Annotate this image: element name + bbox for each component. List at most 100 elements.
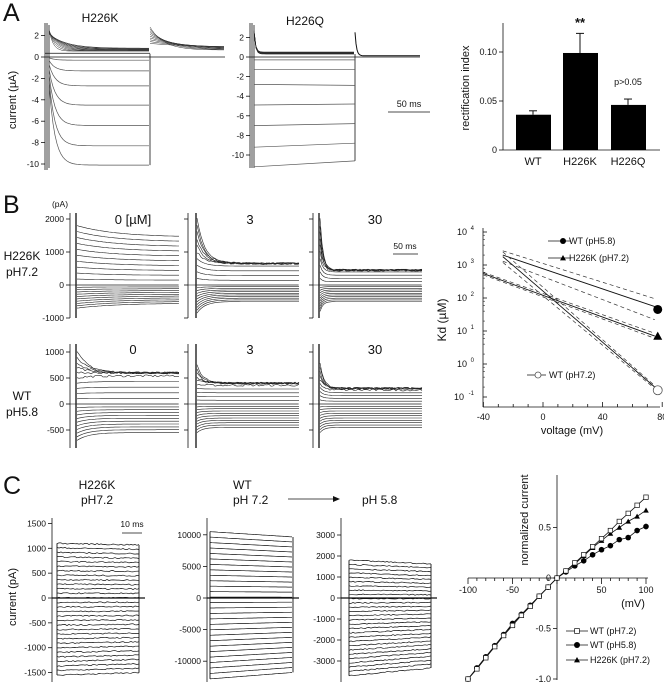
b-current-trace — [319, 371, 423, 390]
c-current-trace — [56, 632, 139, 635]
b-current-trace — [319, 422, 422, 428]
iv-y-tick-label: 0.5 — [538, 523, 551, 533]
c-current-trace — [56, 551, 140, 555]
c-scalebar-label: 10 ms — [120, 519, 143, 529]
c-current-trace — [349, 605, 432, 608]
c-current-trace — [348, 585, 432, 588]
a1-outward-trace — [48, 32, 150, 50]
b-current-trace — [319, 278, 422, 283]
iv-data-point — [598, 546, 605, 553]
kd-fit-line — [483, 273, 655, 337]
iv-data-point — [634, 502, 640, 508]
kd-confidence-band — [502, 251, 656, 386]
c-current-trace — [348, 636, 432, 643]
b-current-trace — [76, 266, 179, 271]
b-y-axis-tick-label: 2000 — [45, 214, 64, 224]
a1-outward-trace — [48, 33, 149, 49]
b-current-trace — [196, 410, 299, 413]
b-y-axis-tick-label: -1000 — [42, 313, 64, 323]
b-y-axis-tick-label: -500 — [47, 425, 64, 435]
b-current-trace — [319, 415, 422, 419]
kd-confidence-band — [483, 274, 655, 339]
c-current-trace — [348, 597, 432, 600]
b-concentration-label: 0 [µM] — [115, 212, 151, 227]
b-current-trace — [196, 392, 299, 394]
c-current-trace — [56, 583, 140, 586]
a1-y-axis-tick-label: -10 — [27, 159, 40, 169]
iv-y-tick-label: -1.0 — [535, 674, 551, 682]
c-current-trace — [348, 576, 432, 580]
c-current-trace — [348, 580, 432, 585]
iv-legend-marker — [574, 657, 580, 663]
c-current-trace — [56, 596, 140, 599]
b-current-trace — [196, 405, 299, 408]
b-current-trace — [76, 249, 179, 256]
b-current-trace — [196, 297, 299, 308]
b-current-trace — [196, 296, 299, 305]
b-current-trace — [319, 289, 422, 294]
iv-data-point — [625, 518, 631, 524]
b-current-trace — [196, 408, 299, 410]
c-current-trace — [348, 640, 432, 647]
a1-outward-trace — [48, 31, 149, 51]
kd-data-point — [653, 331, 663, 340]
b-current-trace — [76, 351, 180, 375]
c-current-trace — [209, 621, 292, 625]
iv-data-point — [616, 524, 623, 530]
b-current-trace — [319, 413, 422, 416]
kd-x-label: voltage (mV) — [541, 425, 603, 437]
c-current-trace — [209, 536, 293, 543]
c-current-trace — [56, 627, 140, 631]
iv-data-point — [580, 558, 587, 564]
c-current-trace — [57, 560, 140, 564]
c-current-trace — [209, 642, 293, 647]
a1-outward-trace — [48, 31, 149, 50]
a1-y-axis-tick-label: -6 — [31, 116, 39, 126]
iv-x-tick-label: 50 — [596, 585, 606, 595]
c-y-axis-tick-label: -1000 — [313, 614, 335, 624]
c-current-trace — [348, 563, 432, 569]
c-y-axis-tick-label: -500 — [29, 618, 46, 628]
iv-data-point — [589, 551, 596, 558]
a2-outward-trace — [253, 31, 354, 54]
c-y-axis-tick-label: 5000 — [182, 561, 201, 571]
bar-category-label: H226Q — [611, 156, 646, 168]
b-current-trace — [319, 218, 423, 272]
b-current-trace — [77, 288, 179, 290]
a1-outward-trace — [48, 32, 149, 50]
ph-change-arrow-head — [333, 496, 340, 502]
bar-h226q — [611, 104, 646, 150]
a1-inward-trace — [48, 68, 149, 106]
c-current-trace — [56, 654, 140, 658]
c-current-trace — [210, 606, 292, 609]
c-ylabel: current (pA) — [7, 568, 19, 626]
iv-data-point — [554, 575, 560, 581]
a1-tail-current-trace — [149, 32, 224, 49]
b-current-trace — [319, 387, 422, 394]
b-current-trace — [77, 290, 179, 293]
c-current-trace — [210, 585, 292, 588]
a1-title: H226K — [82, 11, 119, 25]
iv-data-point — [509, 622, 516, 629]
b-current-trace — [76, 255, 179, 261]
b-row-label: H226K — [4, 249, 41, 263]
c-current-trace — [56, 565, 140, 568]
b-current-trace — [196, 424, 299, 430]
iv-y-tick-label: 0 — [546, 573, 551, 583]
c-current-trace — [56, 542, 140, 546]
c-current-trace — [209, 631, 293, 636]
b-row-label: pH7.2 — [6, 265, 38, 279]
b-current-trace — [76, 295, 179, 300]
a2-y-axis-tick-label: -10 — [232, 150, 245, 160]
b-current-trace — [76, 392, 179, 394]
bar-y-axis-tick-label: 0.05 — [479, 96, 497, 106]
c-y-axis-tick-label: 500 — [32, 568, 46, 578]
kd-legend-marker — [534, 371, 542, 379]
bar-y-axis-tick-label: 0 — [492, 145, 497, 155]
c-current-trace — [56, 645, 140, 649]
c-current-trace — [210, 611, 293, 614]
b-current-trace — [76, 225, 179, 237]
kd-fit-line — [502, 256, 656, 388]
b-current-trace — [319, 362, 423, 390]
b-current-trace — [196, 383, 300, 387]
